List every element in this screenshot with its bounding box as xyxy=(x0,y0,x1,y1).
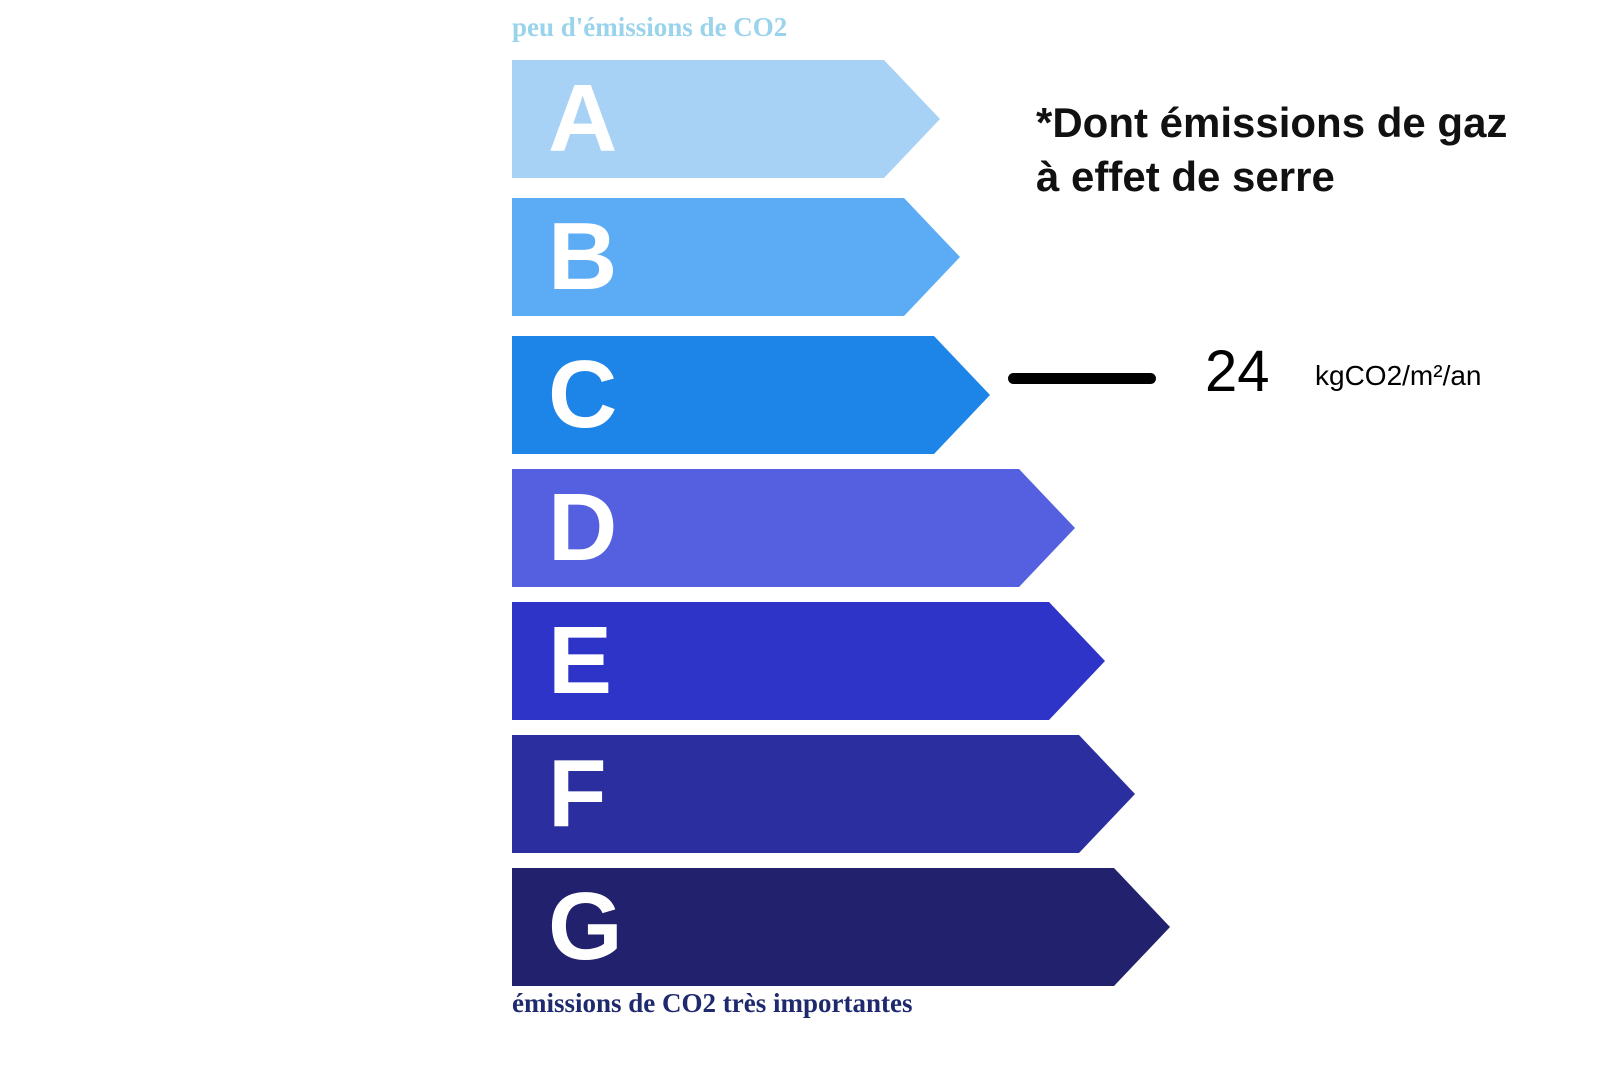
value-connector-line xyxy=(1008,373,1156,384)
rating-bar-a: A xyxy=(512,60,940,178)
ges-note-line-1: *Dont émissions de gaz xyxy=(1036,99,1508,146)
rating-bar-letter-d: D xyxy=(548,474,618,581)
rating-bar-d: D xyxy=(512,469,1075,587)
rating-bar-b: B xyxy=(512,198,960,316)
rating-bar-shape-d xyxy=(512,469,1075,587)
rating-bar-letter-g: G xyxy=(548,873,623,980)
rating-bar-f: F xyxy=(512,735,1135,853)
rating-bar-e: E xyxy=(512,602,1105,720)
rating-bar-shape-g xyxy=(512,868,1170,986)
rating-bar-letter-e: E xyxy=(548,607,613,714)
scale-caption-low-emissions: peu d'émissions de CO2 xyxy=(512,12,788,42)
rating-bar-c: C xyxy=(512,336,990,454)
greenhouse-gas-note: *Dont émissions de gaz à effet de serre xyxy=(1036,96,1536,204)
rating-bar-letter-a: A xyxy=(548,65,618,172)
rating-bar-shape-c xyxy=(512,336,990,454)
rating-bar-letter-c: C xyxy=(548,341,618,448)
rating-bar-shape-f xyxy=(512,735,1135,853)
rating-bar-shape-b xyxy=(512,198,960,316)
scale-caption-high-emissions: émissions de CO2 très importantes xyxy=(512,988,913,1018)
emissions-unit: kgCO2/m²/an xyxy=(1315,360,1482,391)
rating-bar-letter-b: B xyxy=(548,203,618,310)
rating-bar-g: G xyxy=(512,868,1170,986)
rating-bar-letter-f: F xyxy=(548,740,607,847)
ges-note-line-2: à effet de serre xyxy=(1036,152,1335,200)
rating-bar-shape-e xyxy=(512,602,1105,720)
rating-bar-shape-a xyxy=(512,60,940,178)
emissions-value: 24 xyxy=(1205,339,1270,404)
